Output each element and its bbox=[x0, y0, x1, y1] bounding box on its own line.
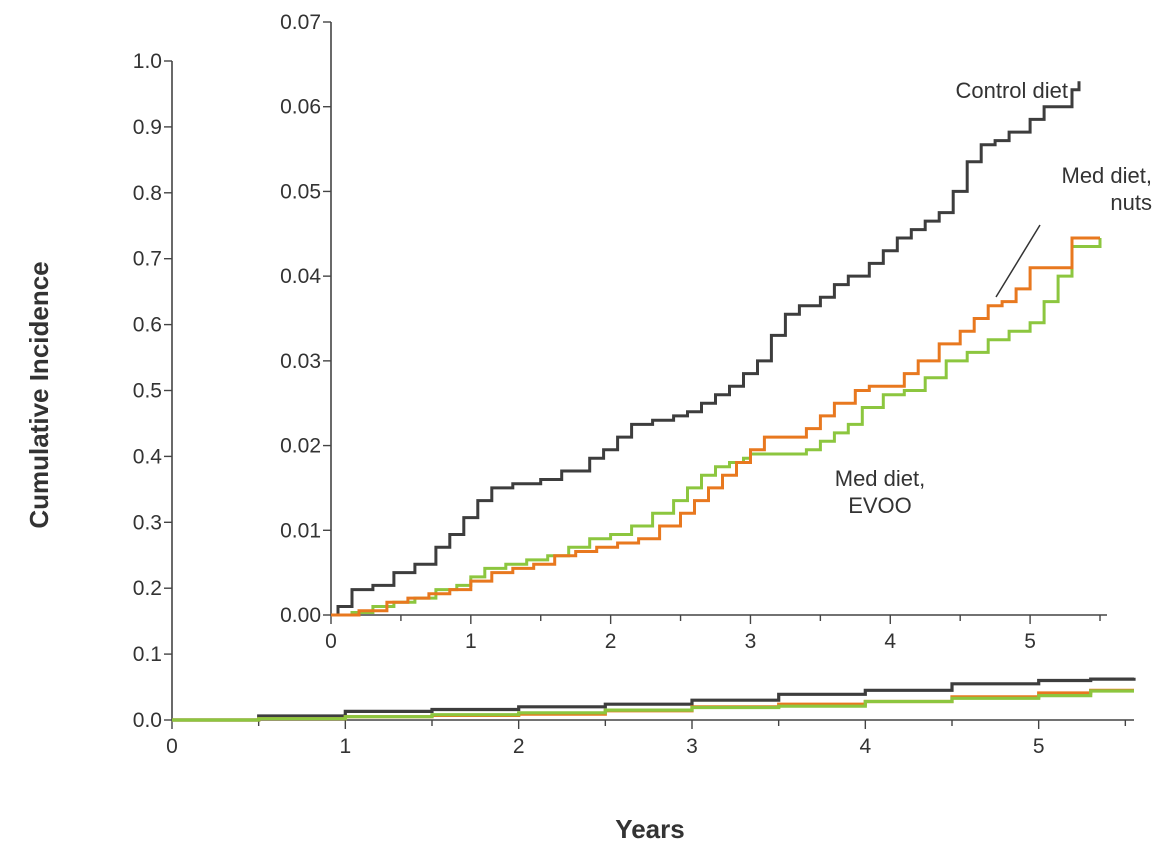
annotation-leader-nuts bbox=[995, 224, 1041, 298]
annotation-line: EVOO bbox=[848, 493, 912, 518]
annotation-evoo: Med diet, EVOO bbox=[835, 466, 926, 518]
main-x-tick-label: 3 bbox=[686, 735, 698, 758]
inset-y-tick-label: 0.01 bbox=[280, 519, 321, 542]
main-series-line-control bbox=[172, 677, 1136, 722]
inset-x-tick-label: 2 bbox=[605, 630, 617, 653]
annotation-line: Med diet, bbox=[1062, 163, 1153, 188]
inset-y-tick-label: 0.00 bbox=[280, 604, 321, 627]
inset-chart-panel: 0.00 0.01 0.02 0.03 0.04 0.05 0.06 0.07 0 1 2 3 4 5 Co… bbox=[280, 11, 1152, 653]
main-y-tick-label: 0.1 bbox=[133, 643, 162, 666]
inset-y-tick-label: 0.02 bbox=[280, 435, 321, 458]
inset-x-tick-label: 5 bbox=[1024, 630, 1036, 653]
inset-x-tick-label: 0 bbox=[325, 630, 337, 653]
annotation-line: Med diet, bbox=[835, 466, 926, 491]
inset-series-line-control bbox=[331, 81, 1081, 617]
main-y-tick-label: 0.8 bbox=[133, 182, 162, 205]
annotation-line: nuts bbox=[1110, 190, 1152, 215]
main-y-tick-label: 0.9 bbox=[133, 116, 162, 139]
main-y-tick-label: 1.0 bbox=[133, 50, 162, 73]
main-x-tick-label: 0 bbox=[166, 735, 178, 758]
annotation-line: Control diet bbox=[955, 78, 1068, 103]
inset-x-tick-label: 3 bbox=[745, 630, 757, 653]
inset-x-tick-label: 1 bbox=[465, 630, 477, 653]
y-axis-title: Cumulative Incidence bbox=[24, 261, 54, 528]
x-axis-title: Years bbox=[615, 814, 684, 844]
main-x-tick-label: 2 bbox=[513, 735, 525, 758]
inset-x-tick-label: 4 bbox=[884, 630, 896, 653]
main-x-tick-label: 4 bbox=[859, 735, 871, 758]
inset-y-tick-label: 0.06 bbox=[280, 96, 321, 119]
inset-series-line-nuts bbox=[331, 236, 1100, 617]
inset-series-line-evoo bbox=[331, 238, 1102, 617]
main-y-tick-label: 0.2 bbox=[133, 577, 162, 600]
inset-y-tick-label: 0.03 bbox=[280, 350, 321, 373]
main-y-tick-label: 0.7 bbox=[133, 248, 162, 271]
main-y-tick-label: 0.3 bbox=[133, 511, 162, 534]
inset-y-tick-label: 0.04 bbox=[280, 265, 321, 288]
inset-y-tick-label: 0.07 bbox=[280, 11, 321, 34]
main-x-tick-label: 1 bbox=[339, 735, 351, 758]
annotation-nuts: Med diet, nuts bbox=[1062, 163, 1153, 215]
inset-y-tick-label: 0.05 bbox=[280, 180, 321, 203]
main-y-tick-label: 0.6 bbox=[133, 314, 162, 337]
main-y-tick-label: 0.0 bbox=[133, 709, 162, 732]
annotation-control: Control diet bbox=[955, 78, 1068, 103]
main-chart-panel: 0.0 0.1 0.2 0.3 0.4 0.5 0.6 0.7 0.8 0.9 1.0 0 1 2 3 4 5 bbox=[133, 50, 1136, 758]
main-y-tick-label: 0.5 bbox=[133, 380, 162, 403]
main-y-tick-label: 0.4 bbox=[133, 445, 163, 468]
main-series-line-evoo bbox=[172, 689, 1134, 722]
main-x-tick-label: 5 bbox=[1033, 735, 1045, 758]
